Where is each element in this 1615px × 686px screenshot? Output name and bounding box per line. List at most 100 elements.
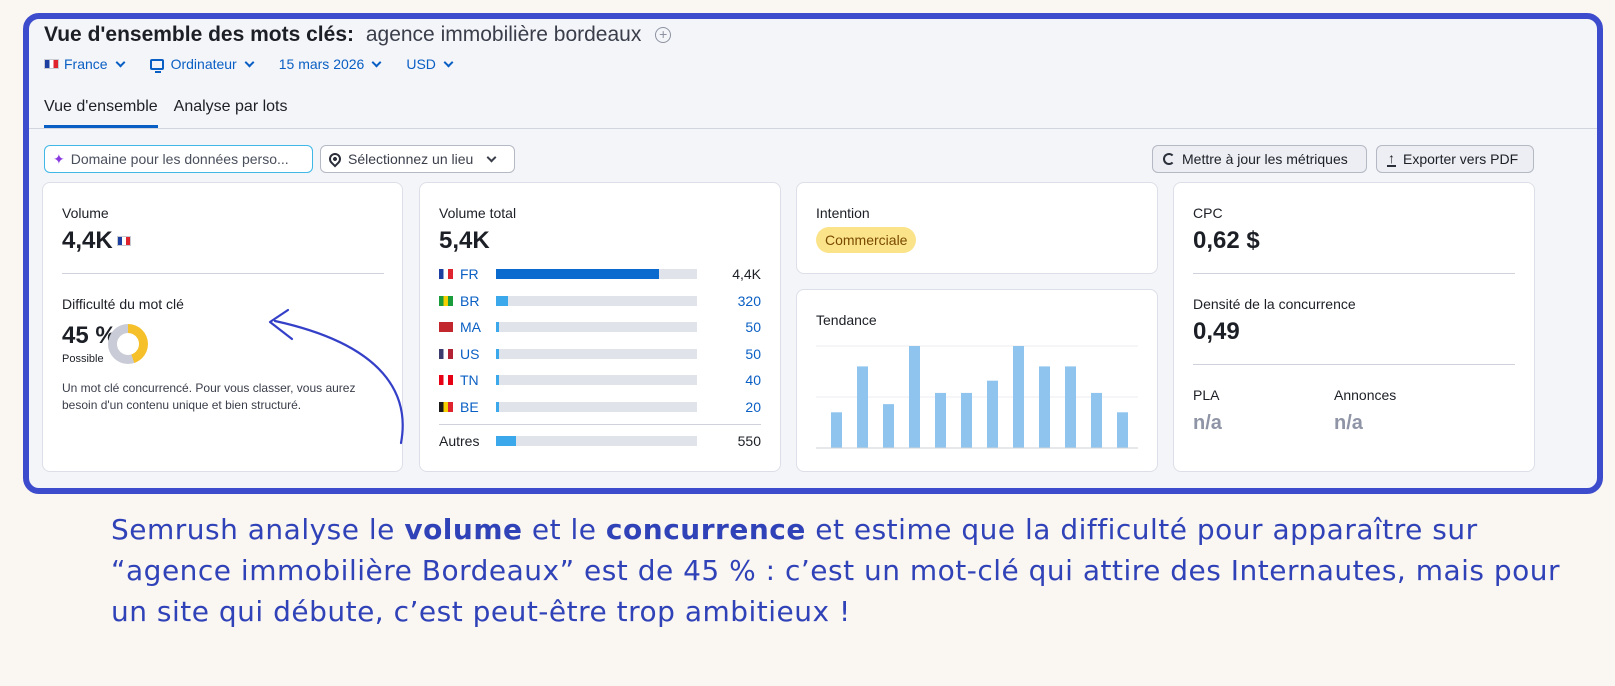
trend-bar bbox=[883, 404, 894, 448]
divider bbox=[1193, 364, 1515, 365]
toolbar: ✦ Domaine pour les données perso... Séle… bbox=[44, 145, 1597, 173]
tab-overview[interactable]: Vue d'ensemble bbox=[44, 98, 158, 128]
others-value: 550 bbox=[737, 433, 761, 449]
ads-value: n/a bbox=[1334, 412, 1363, 434]
trend-label: Tendance bbox=[816, 312, 877, 328]
country-bar-track bbox=[496, 322, 697, 332]
cpc-value: 0,62 $ bbox=[1193, 227, 1260, 254]
country-row-tn[interactable]: TN 40 bbox=[439, 371, 761, 389]
country-row-fr[interactable]: FR 4,4K bbox=[439, 265, 761, 283]
flag-tn-icon bbox=[439, 375, 453, 385]
domain-input[interactable]: ✦ Domaine pour les données perso... bbox=[44, 145, 313, 173]
country-row-us[interactable]: US 50 bbox=[439, 345, 761, 363]
divider bbox=[62, 273, 384, 274]
others-label: Autres bbox=[439, 433, 480, 449]
country-value: 20 bbox=[745, 398, 761, 415]
kd-value: 45 % bbox=[62, 322, 117, 349]
volume-value-text: 4,4K bbox=[62, 227, 113, 254]
country-bar-track bbox=[496, 375, 697, 385]
country-value: 4,4K bbox=[732, 266, 761, 282]
country-value: 320 bbox=[737, 292, 761, 309]
country-value: 50 bbox=[745, 319, 761, 335]
country-filter[interactable]: France bbox=[44, 56, 126, 72]
trend-bar bbox=[1117, 412, 1128, 448]
kd-description: Un mot clé concurrencé. Pour vous classe… bbox=[62, 381, 356, 412]
kd-level: Possible bbox=[62, 353, 104, 365]
plus-circle-icon[interactable]: + bbox=[655, 27, 672, 43]
divider bbox=[1193, 273, 1515, 274]
caption-bold: concurrence bbox=[605, 513, 806, 546]
country-bar bbox=[496, 348, 499, 359]
refresh-metrics-button[interactable]: Mettre à jour les métriques bbox=[1152, 145, 1367, 173]
caption-text: Semrush analyse le volume et le concurre… bbox=[111, 509, 1571, 632]
kd-label: Difficulté du mot clé bbox=[62, 296, 184, 312]
total-volume-card: Volume total 5,4K FR 4,4K BR 320 MA 50 US 50 TN 4… bbox=[419, 182, 781, 472]
sparkle-icon: ✦ bbox=[53, 150, 65, 167]
domain-input-placeholder: Domaine pour les données perso... bbox=[70, 151, 289, 167]
country-code: MA bbox=[460, 319, 481, 335]
others-bar bbox=[496, 436, 516, 446]
country-bar bbox=[496, 269, 659, 279]
flag-us-icon bbox=[439, 348, 453, 359]
trend-bar bbox=[831, 412, 842, 448]
country-code: FR bbox=[460, 266, 479, 282]
trend-bar bbox=[1065, 366, 1076, 448]
location-select-label: Sélectionnez un lieu bbox=[348, 151, 474, 167]
trend-bar bbox=[935, 392, 946, 448]
refresh-metrics-label: Mettre à jour les métriques bbox=[1182, 151, 1348, 167]
trend-chart bbox=[816, 345, 1138, 449]
intent-badge: Commerciale bbox=[816, 227, 917, 253]
country-value: 40 bbox=[745, 372, 761, 388]
total-volume-value: 5,4K bbox=[439, 227, 490, 254]
chevron-down-icon bbox=[443, 57, 454, 67]
page-title: Vue d'ensemble des mots clés: agence imm… bbox=[44, 23, 672, 47]
country-row-ma[interactable]: MA 50 bbox=[439, 318, 761, 336]
country-bar bbox=[496, 401, 499, 412]
total-volume-label: Volume total bbox=[439, 205, 517, 221]
others-bar-track bbox=[496, 436, 697, 446]
density-value: 0,49 bbox=[1193, 318, 1240, 345]
country-code: BR bbox=[460, 292, 480, 309]
country-code: US bbox=[460, 345, 480, 362]
location-select[interactable]: Sélectionnez un lieu bbox=[320, 145, 515, 173]
export-pdf-button[interactable]: ↑ Exporter vers PDF bbox=[1376, 145, 1534, 173]
filter-bar: France Ordinateur 15 mars 2026 USD bbox=[44, 56, 454, 73]
france-flag-icon bbox=[44, 59, 59, 69]
currency-filter[interactable]: USD bbox=[406, 56, 454, 72]
country-row-br[interactable]: BR 320 bbox=[439, 292, 761, 310]
trend-bar bbox=[1013, 346, 1024, 448]
chevron-down-icon bbox=[371, 57, 382, 67]
monitor-icon bbox=[149, 58, 164, 73]
country-value: 50 bbox=[745, 345, 761, 362]
trend-bar bbox=[987, 380, 998, 448]
country-bar-track bbox=[496, 295, 697, 306]
country-bar bbox=[496, 295, 508, 306]
others-row: Autres 550 bbox=[439, 432, 761, 450]
chevron-down-icon bbox=[244, 57, 255, 67]
country-row-be[interactable]: BE 20 bbox=[439, 398, 761, 416]
cpc-card: CPC 0,62 $ Densité de la concurrence 0,4… bbox=[1173, 182, 1535, 472]
flag-be-icon bbox=[439, 401, 453, 412]
chevron-down-icon bbox=[115, 57, 126, 67]
country-bar-track bbox=[496, 269, 697, 279]
intent-card: Intention Commerciale bbox=[796, 182, 1158, 274]
caption-bold: volume bbox=[404, 513, 523, 546]
pla-label: PLA bbox=[1193, 387, 1220, 403]
caption-part: Semrush analyse le bbox=[111, 513, 405, 546]
date-filter[interactable]: 15 mars 2026 bbox=[279, 56, 382, 72]
flag-br-icon bbox=[439, 295, 453, 306]
tab-batch-analysis[interactable]: Analyse par lots bbox=[173, 98, 288, 115]
pla-value: n/a bbox=[1193, 412, 1222, 434]
country-code: TN bbox=[460, 372, 479, 388]
trend-bar bbox=[1091, 392, 1102, 448]
kd-donut-chart bbox=[108, 324, 148, 364]
trend-card: Tendance bbox=[796, 289, 1158, 472]
page-title-keyword: agence immobilière bordeaux bbox=[365, 23, 642, 46]
chevron-down-icon bbox=[486, 152, 497, 162]
device-filter-label: Ordinateur bbox=[170, 56, 237, 72]
refresh-icon bbox=[1163, 153, 1175, 165]
tab-bar: Vue d'ensemble Analyse par lots bbox=[44, 98, 288, 128]
volume-label: Volume bbox=[62, 205, 109, 221]
device-filter[interactable]: Ordinateur bbox=[149, 56, 255, 73]
country-bar bbox=[496, 375, 499, 385]
